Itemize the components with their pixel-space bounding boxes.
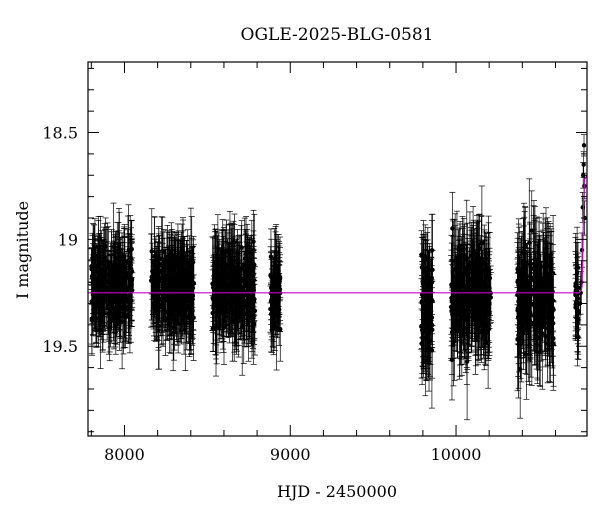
axis-ticks: 8000 9000 10000 18.5 19 19.5 bbox=[42, 62, 587, 464]
x-tick-label: 9000 bbox=[270, 445, 311, 464]
data-point bbox=[573, 267, 580, 336]
data-point bbox=[521, 269, 528, 321]
data-point bbox=[117, 252, 124, 339]
data-point bbox=[174, 250, 181, 311]
data-point bbox=[542, 240, 549, 306]
data-point bbox=[470, 219, 477, 289]
data-point bbox=[528, 259, 535, 301]
data-point bbox=[268, 252, 275, 320]
data-point bbox=[222, 240, 229, 326]
data-point bbox=[148, 233, 155, 328]
data-point bbox=[455, 235, 462, 286]
data-point bbox=[458, 253, 465, 306]
data-point bbox=[124, 261, 131, 319]
data-point bbox=[450, 303, 457, 387]
data-point bbox=[523, 309, 530, 400]
data-point bbox=[548, 299, 555, 364]
event-data-point bbox=[581, 134, 587, 157]
data-point bbox=[518, 277, 525, 328]
data-point bbox=[238, 220, 245, 275]
data-point bbox=[213, 283, 220, 328]
plot-area bbox=[88, 134, 587, 421]
data-point bbox=[250, 234, 257, 315]
data-point bbox=[535, 307, 542, 368]
data-point bbox=[180, 269, 187, 332]
data-point bbox=[88, 258, 95, 345]
data-point bbox=[248, 235, 255, 290]
y-tick-label: 19 bbox=[58, 230, 78, 249]
data-point bbox=[230, 248, 237, 323]
y-tick-label: 19.5 bbox=[42, 337, 78, 356]
event-data-point bbox=[579, 232, 586, 268]
data-point bbox=[485, 304, 492, 353]
data-point bbox=[215, 232, 222, 331]
data-point bbox=[167, 245, 174, 337]
data-point bbox=[235, 253, 242, 300]
data-point bbox=[448, 242, 455, 329]
data-point bbox=[525, 304, 532, 361]
data-point bbox=[420, 238, 427, 342]
data-point bbox=[122, 270, 129, 342]
data-point bbox=[100, 277, 107, 316]
data-point bbox=[95, 216, 102, 295]
data-point bbox=[528, 190, 535, 271]
plot-frame bbox=[87, 61, 588, 437]
data-point bbox=[241, 251, 248, 307]
data-point bbox=[108, 265, 115, 314]
data-point bbox=[468, 243, 475, 326]
data-point bbox=[271, 261, 278, 330]
data-point bbox=[226, 210, 233, 313]
data-point bbox=[456, 261, 463, 380]
data-point bbox=[482, 256, 489, 346]
data-point bbox=[419, 310, 426, 367]
data-point bbox=[544, 274, 551, 320]
data-point bbox=[550, 301, 557, 387]
data-point bbox=[452, 275, 459, 340]
data-point bbox=[170, 263, 177, 316]
data-point bbox=[120, 227, 127, 310]
chart-title: OGLE-2025-BLG-0581 bbox=[241, 25, 434, 45]
data-point bbox=[156, 249, 163, 312]
x-tick-label: 8000 bbox=[104, 445, 145, 464]
data-point bbox=[428, 265, 435, 335]
x-axis-label: HJD - 2450000 bbox=[277, 482, 397, 501]
data-point bbox=[418, 230, 425, 280]
data-point bbox=[126, 267, 133, 354]
x-tick-label: 10000 bbox=[431, 445, 482, 464]
data-point bbox=[160, 258, 167, 296]
data-point bbox=[479, 264, 486, 348]
data-point bbox=[233, 263, 240, 346]
data-point bbox=[103, 275, 110, 328]
data-point bbox=[536, 234, 543, 362]
y-tick-label: 18.5 bbox=[42, 124, 78, 143]
y-axis-label: I magnitude bbox=[13, 201, 32, 299]
data-point bbox=[276, 243, 283, 315]
data-point bbox=[128, 260, 135, 322]
data-point bbox=[112, 259, 119, 312]
data-point bbox=[457, 221, 464, 315]
data-point bbox=[164, 298, 171, 340]
data-point bbox=[106, 275, 113, 342]
data-point bbox=[187, 256, 194, 323]
data-point bbox=[474, 215, 481, 312]
